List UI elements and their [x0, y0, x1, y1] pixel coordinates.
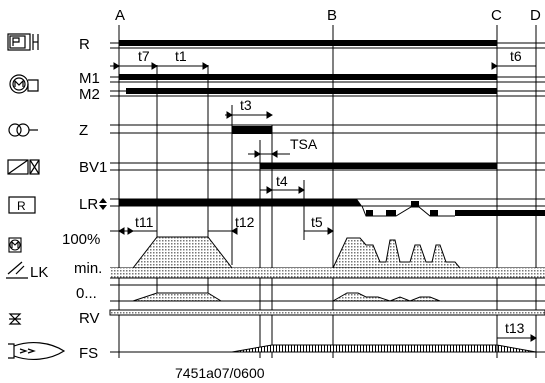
fuel-valve-icon — [8, 313, 22, 325]
time-label-t11: t11 — [135, 214, 154, 230]
reset-box-icon: R — [8, 196, 36, 214]
caption: 7451a07/0600 — [175, 365, 265, 381]
time-label-t12: t12 — [235, 214, 255, 230]
column-label-a: A — [115, 7, 125, 24]
time-label-t3: t3 — [240, 97, 252, 113]
time-markers — [110, 62, 537, 342]
column-label-b: B — [327, 7, 337, 24]
lr-updown-icon — [99, 198, 107, 210]
row-label-100pct: 100% — [62, 231, 100, 248]
ignition-transformer-icon — [8, 123, 38, 137]
bar-m2 — [126, 88, 497, 94]
vertical-lines — [118, 25, 537, 358]
row-label-m1: M1 — [79, 70, 100, 87]
time-label-t13: t13 — [505, 320, 525, 336]
bar-bv1 — [260, 163, 497, 169]
svg-text:R: R — [17, 199, 26, 213]
row-label-m2: M2 — [79, 86, 100, 103]
air-damper-icon — [6, 261, 28, 279]
bar-z — [232, 126, 272, 134]
time-label-t6: t6 — [510, 48, 522, 64]
time-label-t7: t7 — [138, 48, 150, 64]
row-label-fs: FS — [79, 345, 98, 362]
row-label-lr: LR — [79, 196, 98, 213]
row-label-lk: LK — [30, 264, 48, 281]
column-label-d: D — [530, 7, 541, 24]
flame-icon — [8, 341, 66, 361]
bar-m1 — [119, 74, 497, 80]
row-label-zero: 0... — [76, 285, 97, 302]
rv-waveform — [109, 292, 545, 316]
time-label-t4: t4 — [276, 173, 288, 189]
row-label-z: Z — [79, 122, 88, 139]
time-label-tsa: TSA — [290, 136, 318, 152]
row-label-bv1: BV1 — [79, 159, 107, 176]
lk-waveform — [110, 236, 545, 286]
fs-waveform — [110, 344, 545, 353]
lr-transition-lines — [361, 205, 455, 217]
signal-bars — [119, 40, 545, 216]
valve-icon — [7, 159, 40, 175]
time-label-t5: t5 — [311, 214, 323, 230]
row-label-min: min. — [74, 260, 102, 277]
motor-icon — [9, 74, 39, 94]
time-label-t1: t1 — [175, 48, 187, 64]
row-label-rv: RV — [79, 310, 100, 327]
row-label-r: R — [79, 36, 90, 53]
actuator-motor-icon — [8, 237, 22, 253]
bar-r — [119, 40, 497, 46]
bar-lr — [119, 199, 362, 206]
column-label-c: C — [491, 7, 502, 24]
program-sequence-icon — [7, 33, 39, 51]
